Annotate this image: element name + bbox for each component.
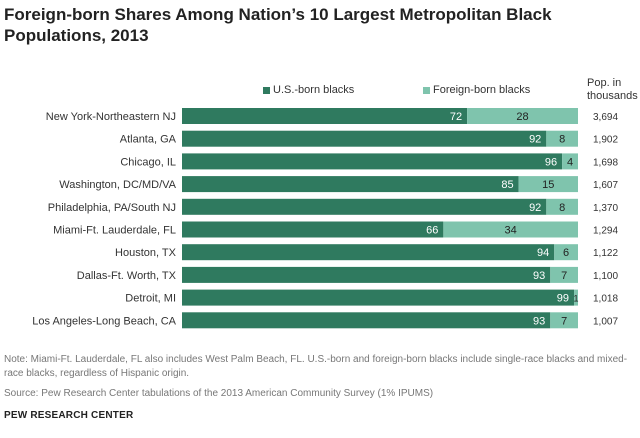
population-value: 1,902 <box>593 135 618 146</box>
bar-us-born <box>182 221 444 238</box>
data-label-us-born: 92 <box>529 202 541 214</box>
category-label: New York-Northeastern NJ <box>46 111 176 123</box>
stacked-bar-chart: New York-Northeastern NJ 72 28 3,694 Atlanta… <box>32 108 618 329</box>
population-value: 1,122 <box>593 248 618 259</box>
chart-source: Source: Pew Research Center tabulations … <box>4 388 434 399</box>
legend-item-us-born: U.S.-born blacks <box>263 84 354 96</box>
data-label-us-born: 72 <box>450 111 462 123</box>
population-value: 3,694 <box>593 112 618 123</box>
bar-us-born <box>182 266 551 283</box>
bar-foreign-born <box>467 108 578 124</box>
bar-us-born <box>182 153 563 170</box>
data-label-foreign-born: 28 <box>516 111 528 123</box>
data-label-us-born: 93 <box>533 315 545 327</box>
population-value: 1,607 <box>593 180 618 191</box>
bar-us-born <box>182 130 547 147</box>
chart-note: Note: Miami-Ft. Lauderdale, FL also incl… <box>4 354 628 379</box>
population-value: 1,294 <box>593 226 618 237</box>
population-value: 1,018 <box>593 294 618 305</box>
population-column-header: Pop. in thousands <box>587 77 638 103</box>
category-label: Miami-Ft. Lauderdale, FL <box>53 225 176 237</box>
bar-us-born <box>182 289 575 306</box>
data-label-foreign-born: 7 <box>561 315 567 327</box>
population-value: 1,100 <box>593 271 618 282</box>
data-label-foreign-born: 4 <box>567 156 573 168</box>
legend-label-foreign-born: Foreign-born blacks <box>433 84 531 96</box>
data-label-foreign-born: 7 <box>561 270 567 282</box>
brand-label: PEW RESEARCH CENTER <box>4 410 134 421</box>
legend-item-foreign-born: Foreign-born blacks <box>423 84 530 96</box>
bar-foreign-born <box>546 130 578 147</box>
bar-us-born <box>182 108 468 124</box>
population-value: 1,370 <box>593 203 618 214</box>
data-label-us-born: 94 <box>537 247 549 259</box>
bar-foreign-born <box>518 176 578 193</box>
bar-foreign-born <box>550 312 578 329</box>
legend-swatch-foreign-born <box>423 86 430 94</box>
data-label-us-born: 99 <box>557 293 569 305</box>
population-value: 1,698 <box>593 157 618 168</box>
category-label: Chicago, IL <box>120 156 176 168</box>
bar-us-born <box>182 198 547 215</box>
data-label-foreign-born: 8 <box>559 134 565 146</box>
population-header-line1: Pop. in <box>587 77 622 89</box>
category-label: Houston, TX <box>115 247 177 259</box>
category-label: Philadelphia, PA/South NJ <box>48 202 176 214</box>
bar-foreign-born <box>562 153 578 170</box>
bar-foreign-born <box>443 221 578 238</box>
chart-title: Foreign-born Shares Among Nation’s 10 La… <box>4 5 552 45</box>
data-label-us-born: 66 <box>426 225 438 237</box>
category-label: Washington, DC/MD/VA <box>59 179 176 191</box>
bar-us-born <box>182 176 519 193</box>
legend-label-us-born: U.S.-born blacks <box>273 84 355 96</box>
data-label-us-born: 93 <box>533 270 545 282</box>
category-label: Atlanta, GA <box>120 134 177 146</box>
category-label: Detroit, MI <box>125 293 176 305</box>
bar-foreign-born <box>550 266 578 283</box>
bar-us-born <box>182 312 551 329</box>
bar-us-born <box>182 244 555 261</box>
legend-swatch-us-born <box>263 86 270 94</box>
data-label-foreign-born: 15 <box>542 179 554 191</box>
population-header-line2: thousands <box>587 90 638 102</box>
data-label-foreign-born: 34 <box>505 225 517 237</box>
data-label-foreign-born: 6 <box>563 247 569 259</box>
category-label: Los Angeles-Long Beach, CA <box>32 315 176 327</box>
data-label-us-born: 92 <box>529 134 541 146</box>
category-label: Dallas-Ft. Worth, TX <box>77 270 177 282</box>
bar-foreign-born <box>554 244 578 261</box>
data-label-foreign-born: 1 <box>574 294 579 304</box>
data-label-us-born: 96 <box>545 156 557 168</box>
population-value: 1,007 <box>593 316 618 327</box>
bar-foreign-born <box>574 289 578 306</box>
data-label-us-born: 85 <box>501 179 513 191</box>
bar-foreign-born <box>546 198 578 215</box>
data-label-foreign-born: 8 <box>559 202 565 214</box>
